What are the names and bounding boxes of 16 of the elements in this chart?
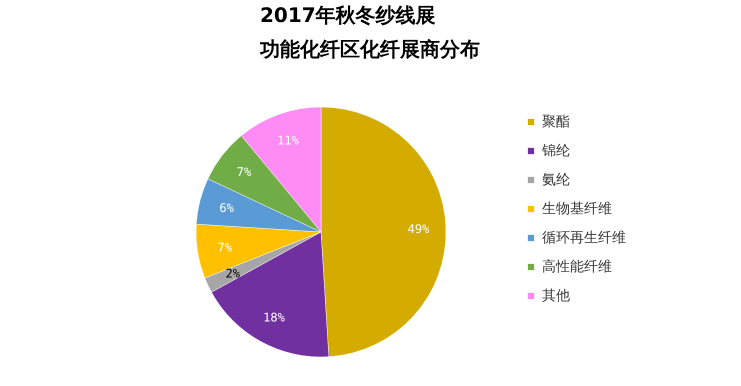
legend-label: 循环再生纤维 (542, 230, 626, 246)
legend-label: 锦纶 (541, 143, 570, 159)
data-label: 7% (217, 240, 233, 254)
chart-subtitle: 功能化纤区化纤展商分布 (259, 37, 480, 61)
legend-label: 氨纶 (542, 172, 570, 188)
data-label: 2% (226, 266, 241, 281)
data-label: 49% (408, 222, 430, 236)
chart-title: 2017年秋冬纱线展 (260, 3, 436, 27)
data-label: 11% (277, 133, 300, 148)
legend-label: 聚酯 (542, 114, 570, 130)
legend-label: 生物基纤维 (542, 201, 612, 217)
legend-label: 其他 (542, 288, 570, 304)
legend-label: 高性能纤维 (542, 259, 612, 275)
data-label: 18% (263, 310, 286, 324)
data-label: 7% (236, 165, 252, 180)
data-label: 6% (219, 200, 235, 215)
